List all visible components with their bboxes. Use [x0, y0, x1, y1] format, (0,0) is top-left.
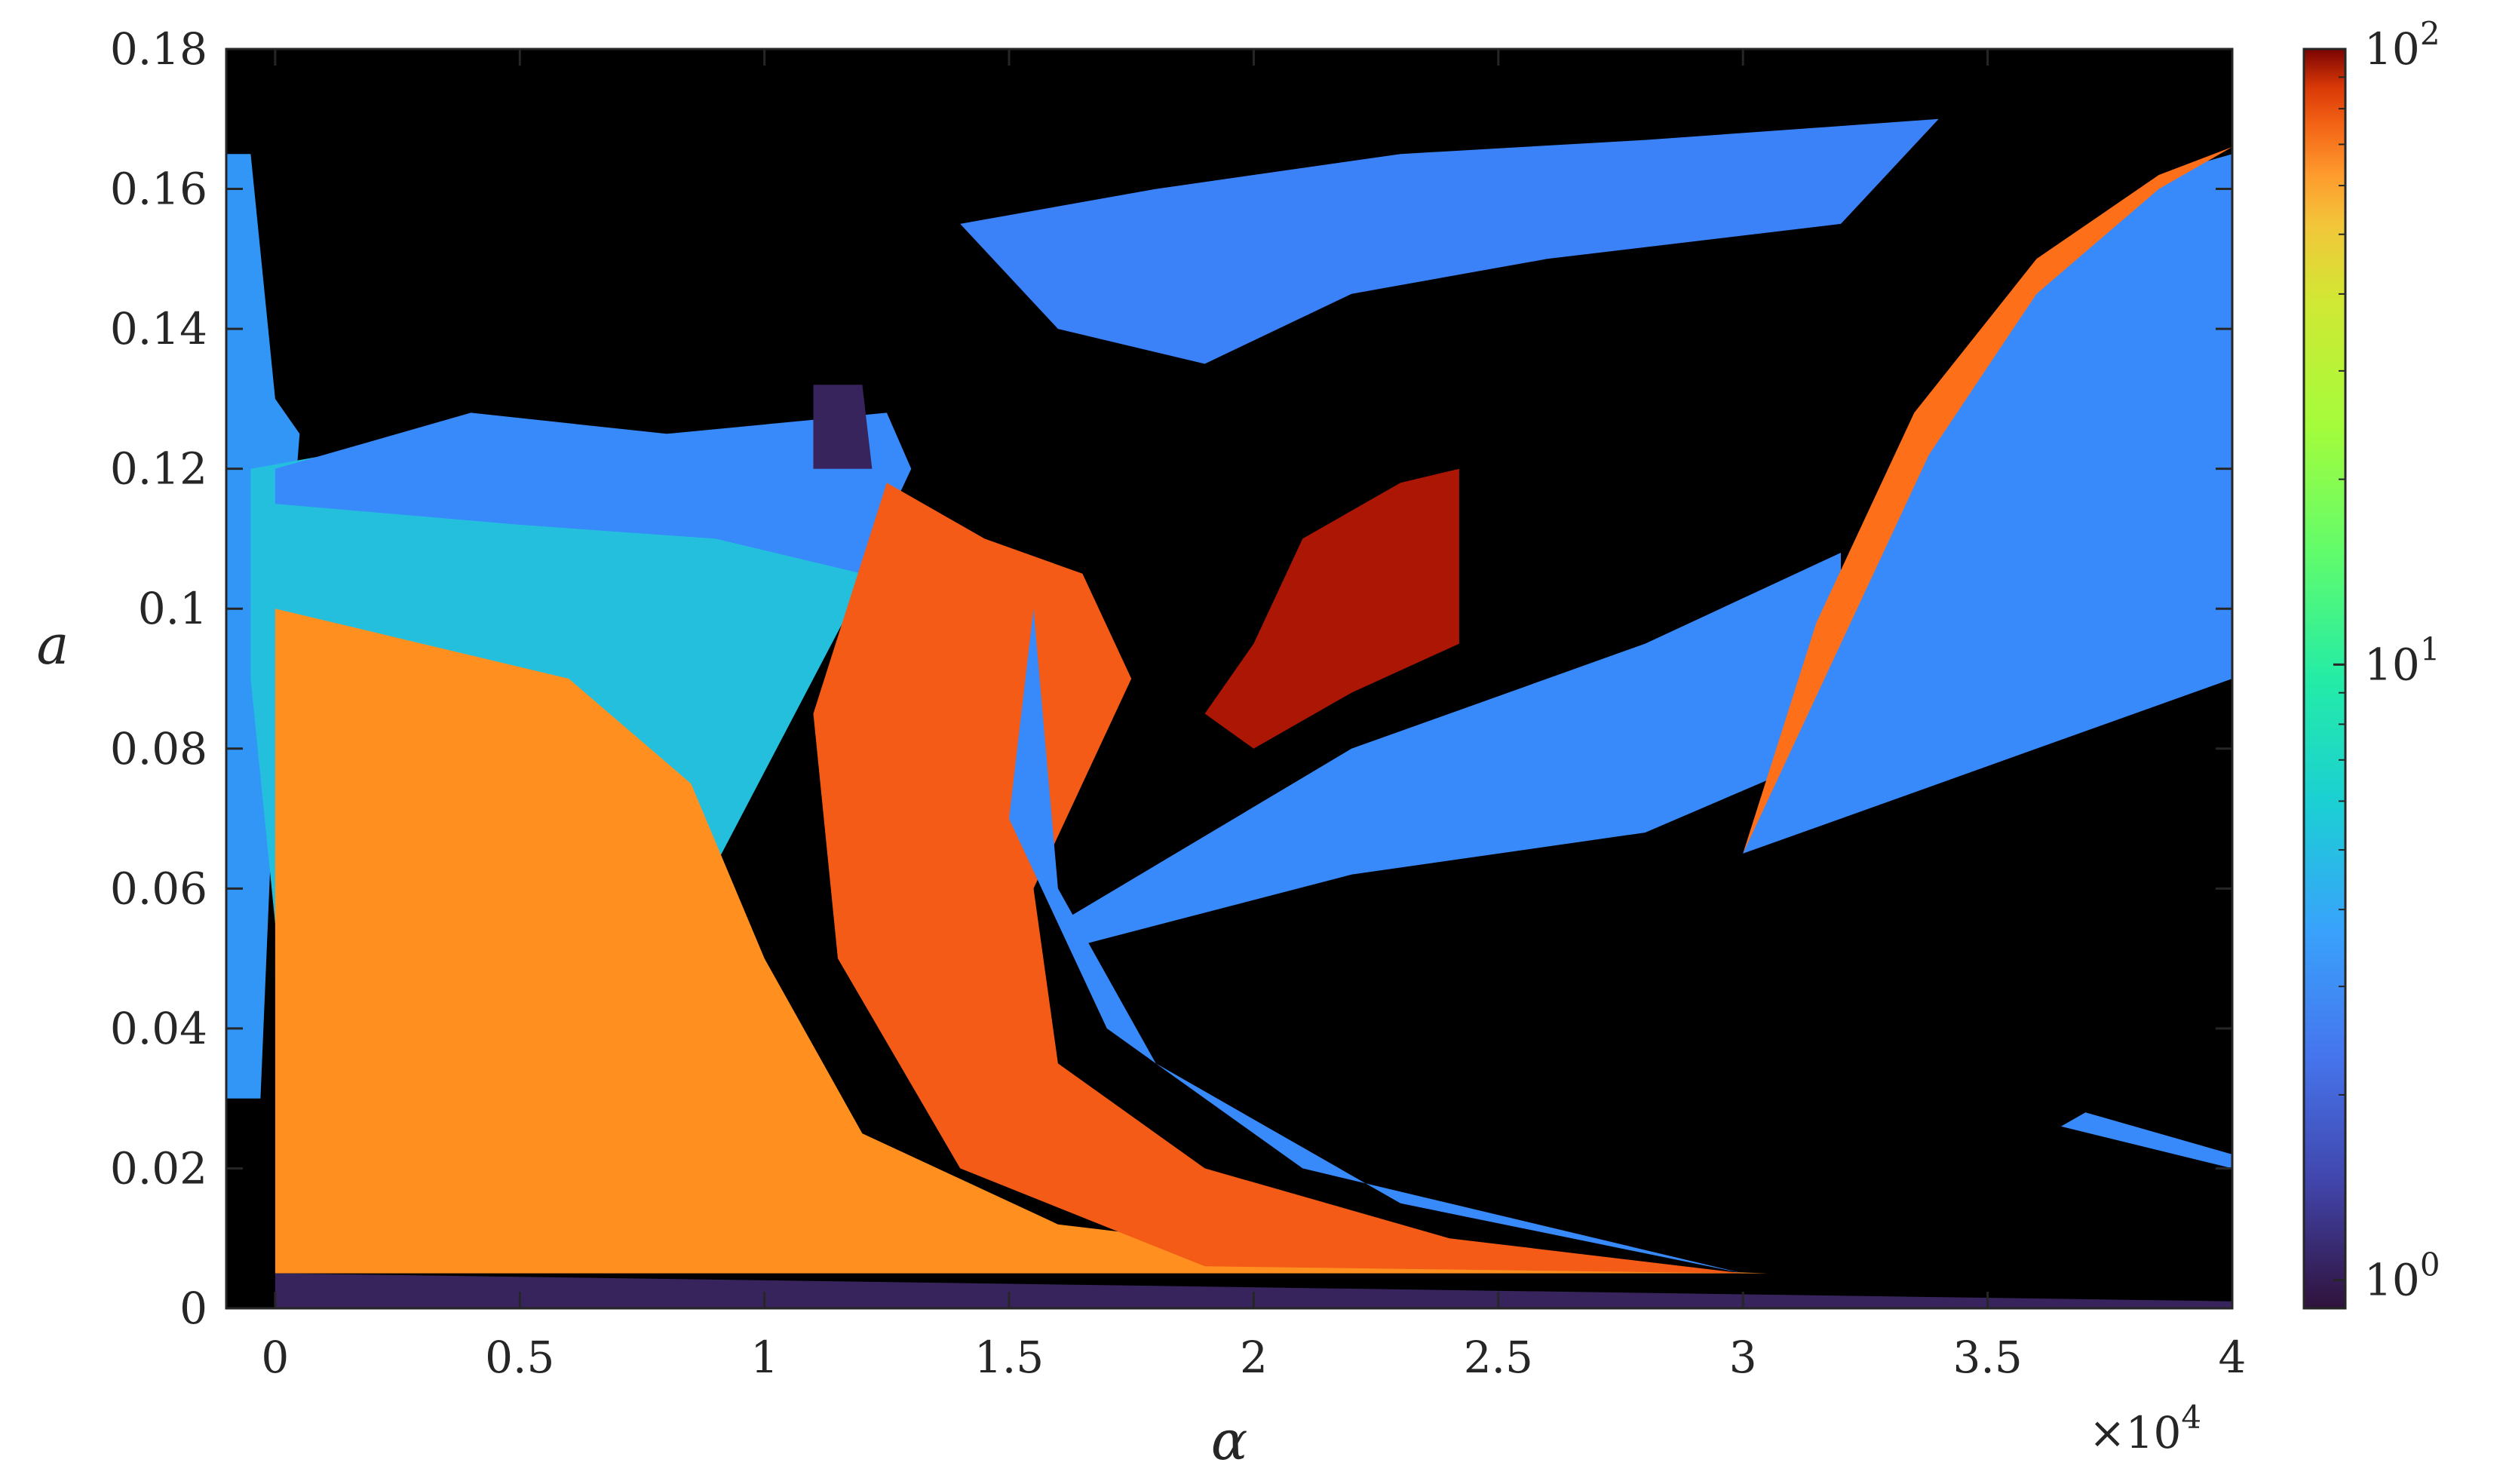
x-tick-label: 2.5 — [1464, 1332, 1533, 1383]
y-tick-label: 0.14 — [110, 303, 207, 354]
heatmap-region-5 — [1204, 468, 1459, 749]
x-axis-multiplier: ×104 — [2089, 1399, 2201, 1458]
x-tick-label: 1 — [750, 1332, 778, 1383]
heatmap-region-7 — [1057, 553, 1841, 945]
heatmap-regions — [226, 118, 2232, 1308]
colorbar-tick-exponent: 2 — [2420, 15, 2440, 52]
x-tick-label: 0.5 — [485, 1332, 554, 1383]
heatmap-region-9 — [1743, 154, 2232, 854]
x-multiplier-exponent: 4 — [2181, 1399, 2201, 1436]
colorbar-tick-label: 100 — [2364, 1246, 2440, 1306]
y-tick-label: 0.06 — [110, 863, 207, 914]
heatmap-region-4 — [813, 483, 1744, 1274]
heatmap-region-2 — [275, 412, 912, 574]
y-tick-label: 0.12 — [110, 443, 207, 495]
plot-area — [225, 48, 2234, 1310]
y-tick-label: 0.1 — [138, 583, 207, 634]
x-tick-label: 1.5 — [974, 1332, 1044, 1383]
y-tick-label: 0.16 — [110, 164, 207, 215]
colorbar-tick-label: 102 — [2364, 15, 2440, 75]
heatmap-region-12 — [2060, 1112, 2232, 1169]
colorbar-tick-exponent: 1 — [2420, 630, 2440, 667]
heatmap-region-11 — [813, 385, 873, 469]
y-tick-label: 0.18 — [110, 23, 207, 75]
plot-frame — [225, 48, 2234, 1310]
y-tick-label: 0.02 — [110, 1142, 207, 1194]
y-tick-label: 0.08 — [110, 723, 207, 774]
colorbar-bar — [2302, 48, 2347, 1310]
colorbar-tick-base: 10 — [2364, 1255, 2420, 1306]
y-axis-label: a — [37, 613, 69, 676]
x-axis: 0 0.5 1 1.5 2 2.5 3 3.5 4 — [261, 49, 2246, 1383]
colorbar-tick-base: 10 — [2364, 23, 2420, 75]
x-tick-label: 0 — [261, 1332, 289, 1383]
colorbar-tick-exponent: 0 — [2420, 1246, 2440, 1283]
x-tick-label: 2 — [1240, 1332, 1268, 1383]
x-tick-label: 4 — [2219, 1332, 2247, 1383]
x-multiplier-base: ×10 — [2089, 1407, 2181, 1458]
y-tick-label: 0 — [179, 1283, 207, 1334]
x-axis-label: α — [1211, 1409, 1248, 1472]
y-axis: 0 0.02 0.04 0.06 0.08 0.1 0.12 0.14 0.16 0.18 — [110, 23, 2232, 1334]
x-tick-label: 3.5 — [1952, 1332, 2022, 1383]
colorbar-tick-label: 101 — [2364, 630, 2440, 690]
x-tick-label: 3 — [1729, 1332, 1757, 1383]
colorbar-tick-base: 10 — [2364, 639, 2420, 690]
y-tick-label: 0.04 — [110, 1003, 207, 1054]
heatmap-region-8 — [960, 118, 1939, 364]
heatmap-region-3 — [275, 609, 1768, 1274]
